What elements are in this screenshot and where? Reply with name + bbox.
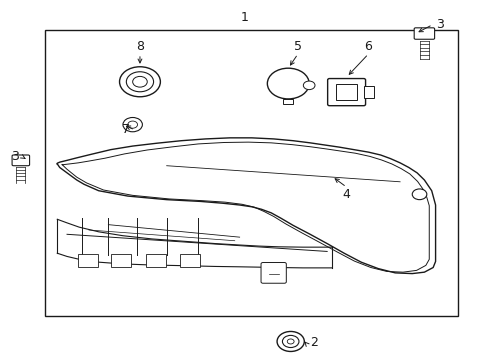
Circle shape (119, 67, 160, 97)
Circle shape (127, 121, 137, 128)
FancyBboxPatch shape (327, 78, 365, 106)
Circle shape (267, 68, 308, 99)
Bar (45, 30, 458, 316)
Bar (335, 84, 357, 100)
Text: 3: 3 (11, 150, 19, 163)
Circle shape (411, 189, 426, 200)
FancyBboxPatch shape (261, 262, 286, 283)
Circle shape (287, 339, 293, 344)
Bar (283, 99, 292, 104)
Bar (111, 254, 130, 267)
Circle shape (303, 81, 314, 90)
FancyBboxPatch shape (12, 155, 30, 166)
Bar (78, 254, 98, 267)
Text: 5: 5 (293, 40, 302, 53)
Circle shape (282, 336, 298, 347)
Circle shape (277, 332, 304, 351)
Text: 2: 2 (309, 336, 317, 349)
FancyBboxPatch shape (413, 28, 434, 39)
Circle shape (132, 76, 147, 87)
Text: 3: 3 (436, 18, 444, 31)
Text: 6: 6 (364, 40, 372, 53)
Text: 7: 7 (122, 123, 130, 136)
Text: 8: 8 (136, 40, 143, 53)
Circle shape (126, 72, 153, 92)
Bar (363, 86, 373, 98)
Bar (180, 254, 200, 267)
Text: 4: 4 (342, 188, 350, 201)
Circle shape (122, 117, 142, 132)
Text: 1: 1 (240, 11, 248, 24)
Bar (146, 254, 165, 267)
